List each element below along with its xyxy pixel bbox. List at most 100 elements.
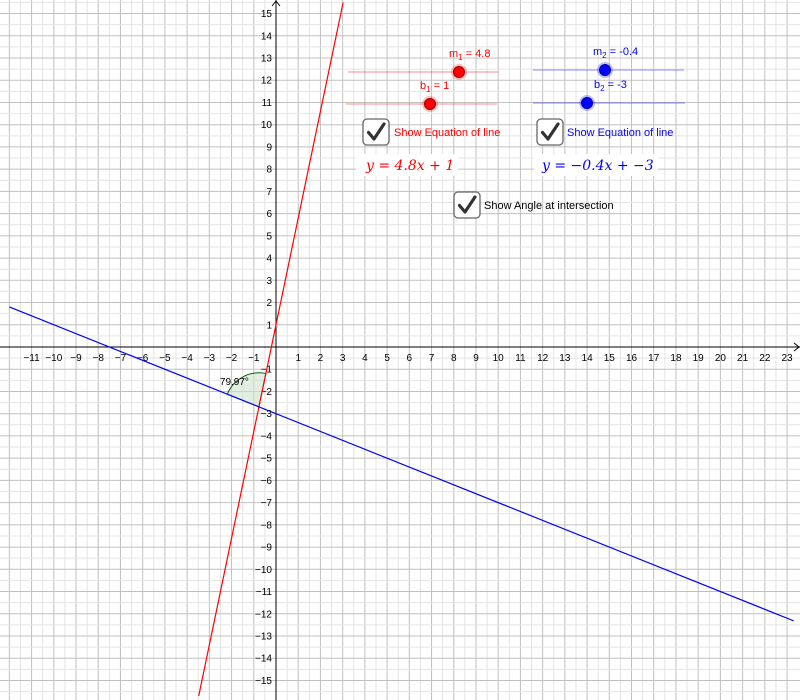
x-tick-label: 7 bbox=[429, 353, 435, 364]
x-tick-label: −2 bbox=[226, 353, 238, 364]
y-tick-label: 13 bbox=[261, 54, 273, 65]
show-equation-checkbox-2[interactable]: Show Equation of line bbox=[536, 118, 673, 146]
slider-m2-handle[interactable] bbox=[599, 64, 611, 76]
x-tick-label: 20 bbox=[715, 353, 727, 364]
y-tick-label: 14 bbox=[261, 31, 273, 42]
y-tick-label: 4 bbox=[266, 254, 272, 265]
slider-b2[interactable]: b2 = -3 bbox=[533, 79, 685, 111]
y-tick-label: −8 bbox=[261, 520, 273, 531]
x-tick-label: 10 bbox=[493, 353, 505, 364]
show-angle-label: Show Angle at intersection bbox=[484, 200, 614, 212]
x-tick-label: 12 bbox=[537, 353, 549, 364]
y-tick-label: −2 bbox=[261, 387, 273, 398]
checkmark-icon bbox=[366, 122, 386, 141]
y-tick-label: 2 bbox=[266, 298, 272, 309]
x-tick-label: 5 bbox=[384, 353, 390, 364]
x-tick-label: −8 bbox=[93, 353, 105, 364]
y-tick-label: 12 bbox=[261, 76, 273, 87]
slider-b1-label: b1 = 1 bbox=[420, 80, 449, 94]
angle-sector bbox=[226, 372, 267, 408]
equation-line-1: y = 4.8x + 1 bbox=[365, 158, 454, 174]
y-tick-label: 8 bbox=[266, 165, 272, 176]
x-tick-label: −10 bbox=[45, 353, 62, 364]
y-tick-label: −15 bbox=[255, 676, 272, 687]
x-tick-label: 4 bbox=[362, 353, 368, 364]
slider-m1-label: m1 = 4.8 bbox=[449, 48, 490, 62]
y-tick-label: 10 bbox=[261, 120, 273, 131]
slider-m1[interactable]: m1 = 4.8 bbox=[348, 48, 498, 80]
y-tick-label: 7 bbox=[266, 187, 272, 198]
x-tick-label: −9 bbox=[70, 353, 82, 364]
show-angle-checkbox[interactable]: Show Angle at intersection bbox=[453, 191, 614, 219]
lines bbox=[9, 2, 794, 697]
x-tick-label: 8 bbox=[451, 353, 457, 364]
angle-value-label: 79.97° bbox=[220, 377, 249, 388]
y-tick-label: −10 bbox=[255, 565, 272, 576]
x-tick-label: 16 bbox=[626, 353, 638, 364]
y-tick-label: 11 bbox=[262, 98, 273, 109]
x-tick-label: −5 bbox=[159, 353, 171, 364]
equation-1-background bbox=[356, 154, 458, 176]
x-tick-label: 14 bbox=[582, 353, 594, 364]
slider-m1-handle[interactable] bbox=[453, 66, 465, 78]
line-2[interactable] bbox=[9, 306, 794, 622]
y-tick-label: −6 bbox=[261, 476, 273, 487]
y-tick-label: −9 bbox=[261, 543, 273, 554]
y-tick-label: −13 bbox=[255, 631, 272, 642]
y-tick-label: −7 bbox=[261, 498, 273, 509]
x-tick-label: 3 bbox=[340, 353, 346, 364]
x-tick-label: 13 bbox=[559, 353, 571, 364]
y-tick-label: −12 bbox=[255, 609, 272, 620]
x-tick-label: 9 bbox=[473, 353, 479, 364]
x-tick-label: 19 bbox=[693, 353, 705, 364]
checkmark-icon bbox=[540, 122, 560, 141]
y-tick-label: −14 bbox=[255, 654, 272, 665]
checkmark-icon bbox=[457, 195, 477, 214]
x-tick-label: 18 bbox=[670, 353, 682, 364]
show-equation-checkbox-1[interactable]: Show Equation of line bbox=[362, 118, 500, 146]
slider-m2[interactable]: m2 = -0.4 bbox=[533, 46, 684, 78]
x-tick-label: 21 bbox=[737, 353, 749, 364]
x-tick-label: −3 bbox=[204, 353, 216, 364]
y-tick-label: −11 bbox=[256, 587, 273, 598]
y-tick-label: 5 bbox=[266, 231, 272, 242]
y-tick-label: 1 bbox=[266, 320, 272, 331]
angle-annotation: 79.97° bbox=[220, 372, 267, 408]
equation-line-2: y = −0.4x + −3 bbox=[541, 158, 654, 174]
y-tick-label: 3 bbox=[266, 276, 272, 287]
slider-b1[interactable]: b1 = 1 bbox=[346, 80, 497, 112]
equation-2-background bbox=[534, 154, 658, 176]
show-equation-label-1: Show Equation of line bbox=[394, 127, 500, 139]
x-tick-label: 11 bbox=[515, 353, 526, 364]
x-tick-label: 15 bbox=[604, 353, 616, 364]
x-tick-label: 23 bbox=[781, 353, 793, 364]
y-tick-labels: 151413121110987654321−1−2−3−4−5−6−7−8−9−… bbox=[255, 9, 272, 687]
x-tick-label: −4 bbox=[181, 353, 193, 364]
x-tick-labels: −11 −10 −9 −8 −7 −6 −5 −4 −3 −2 −1 1 2 3 4 5 6 7 8 9 10 11 12 1… bbox=[23, 353, 793, 364]
x-tick-label: −1 bbox=[248, 353, 260, 364]
slider-b2-handle[interactable] bbox=[581, 97, 593, 109]
y-tick-label: 9 bbox=[266, 142, 272, 153]
slider-b1-handle[interactable] bbox=[424, 98, 436, 110]
y-tick-label: −3 bbox=[261, 409, 273, 420]
y-tick-label: −5 bbox=[261, 454, 273, 465]
line-1[interactable] bbox=[198, 2, 344, 697]
show-equation-label-2: Show Equation of line bbox=[567, 127, 673, 139]
x-axis-arrow-icon bbox=[793, 342, 800, 352]
x-tick-label: −6 bbox=[137, 353, 149, 364]
x-tick-label: 6 bbox=[407, 353, 413, 364]
slider-b2-label: b2 = -3 bbox=[594, 79, 627, 93]
y-tick-label: 6 bbox=[266, 209, 272, 220]
y-tick-label: −4 bbox=[261, 431, 273, 442]
x-tick-label: 1 bbox=[295, 353, 301, 364]
y-axis-arrow-icon bbox=[271, 0, 281, 7]
x-tick-label: 2 bbox=[318, 353, 324, 364]
slider-m2-label: m2 = -0.4 bbox=[593, 46, 638, 60]
y-tick-label: 15 bbox=[261, 9, 273, 20]
x-tick-label: −11 bbox=[23, 353, 40, 364]
x-tick-label: −7 bbox=[115, 353, 127, 364]
x-tick-label: 17 bbox=[648, 353, 660, 364]
